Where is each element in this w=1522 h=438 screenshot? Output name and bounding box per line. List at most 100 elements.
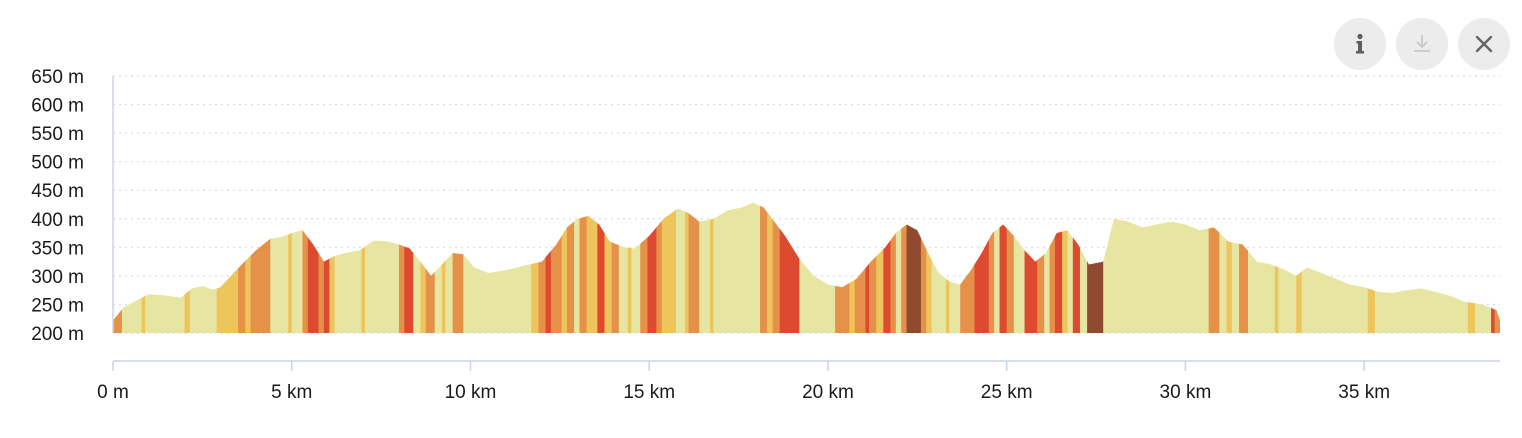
gradient-band-flat <box>1374 202 1469 333</box>
gradient-band-mild <box>245 202 252 333</box>
gradient-band-flat <box>189 202 218 333</box>
gradient-band-mild <box>441 202 446 333</box>
y-tick-label: 650 m <box>31 67 84 88</box>
gradient-band-moderate <box>1006 202 1015 333</box>
y-tick-label: 300 m <box>31 267 84 288</box>
gradient-band-moderate <box>318 202 325 333</box>
gradient-band-flat <box>270 202 289 333</box>
y-tick-label: 450 m <box>31 181 84 202</box>
gradient-band-flat <box>1103 202 1210 333</box>
gradient-band-mild <box>604 202 613 333</box>
gradient-band-flat <box>631 202 641 333</box>
gradient-band-very-steep <box>906 202 922 333</box>
gradient-band-flat <box>713 202 761 333</box>
gradient-band-steep <box>1491 202 1496 333</box>
gradient-band-steep <box>1024 202 1038 333</box>
gradient-band-flat <box>1301 202 1369 333</box>
gradient-band-flat <box>1474 202 1492 333</box>
gradient-band-moderate <box>988 202 995 333</box>
x-tick-label: 30 km <box>1160 382 1212 403</box>
download-button[interactable] <box>1396 18 1448 70</box>
gradient-band-flat <box>676 202 686 333</box>
gradient-band-mild <box>1062 202 1068 333</box>
close-button[interactable] <box>1458 18 1510 70</box>
y-axis-labels: 200 m 250 m 300 m 350 m 400 m 450 m 500 m 550 m… <box>31 67 84 345</box>
gradient-band-moderate <box>890 202 897 333</box>
gradient-band-mild <box>586 202 598 333</box>
gradient-band-steep <box>779 202 800 333</box>
gradient-band-flat <box>365 202 400 333</box>
x-tick-label: 15 km <box>623 382 675 403</box>
gradient-band-steep <box>647 202 657 333</box>
gradient-band-mild <box>1274 202 1279 333</box>
x-tick-label: 25 km <box>981 382 1033 403</box>
gradient-band-mild <box>531 202 539 333</box>
gradient-band-flat <box>1278 202 1297 333</box>
gradient-band-moderate <box>835 202 850 333</box>
gradient-band-mild <box>849 202 856 333</box>
gradient-band-steep <box>999 202 1008 333</box>
info-button[interactable] <box>1334 18 1386 70</box>
gradient-band-moderate <box>960 202 975 333</box>
gradient-band-mild <box>329 202 336 333</box>
x-tick-label: 0 m <box>97 382 129 403</box>
y-tick-label: 550 m <box>31 124 84 145</box>
gradient-band-mild <box>361 202 366 333</box>
gradient-band-moderate <box>1494 202 1500 333</box>
gradient-band-flat <box>799 202 836 333</box>
gradient-band-moderate <box>656 202 663 333</box>
gradient-band-flat <box>1231 202 1240 333</box>
gradient-band-flat <box>1067 202 1074 333</box>
y-tick-label: 350 m <box>31 238 84 259</box>
gradient-band-mild <box>684 202 689 333</box>
gradient-band-very-steep <box>1087 202 1104 333</box>
gradient-band-mild <box>288 202 293 333</box>
gradient-band-flat <box>574 202 580 333</box>
gradient-band-moderate <box>1208 202 1220 333</box>
gradient-band-flat <box>291 202 303 333</box>
gradient-band-moderate <box>640 202 648 333</box>
gradient-band-steep <box>323 202 330 333</box>
gradient-band-moderate <box>772 202 781 333</box>
gradient-band-moderate <box>611 202 620 333</box>
gradient-band-flat <box>334 202 362 333</box>
gradient-band-moderate <box>920 202 927 333</box>
gradient-band-moderate <box>854 202 866 333</box>
gradient-band-mild <box>661 202 677 333</box>
gradient-band-flat <box>121 202 142 333</box>
gradient-band-mild <box>945 202 950 333</box>
x-tick-label: 10 km <box>445 382 497 403</box>
gradient-band-flat <box>463 202 532 333</box>
gradient-band-mild <box>216 202 239 333</box>
x-tick-label: 20 km <box>802 382 854 403</box>
gradient-band-steep <box>307 202 319 333</box>
y-tick-label: 250 m <box>31 295 84 316</box>
gradient-band-flat <box>699 202 711 333</box>
gradient-band-moderate <box>452 202 464 333</box>
gradient-band-mild <box>627 202 632 333</box>
gradient-band-flat <box>618 202 629 333</box>
gradient-band-flat <box>1247 202 1276 333</box>
gradient-band-flat <box>1079 202 1088 333</box>
gradient-band-mild <box>1367 202 1376 333</box>
gradient-band-steep <box>1072 202 1081 333</box>
gradient-band-steep <box>865 202 870 333</box>
gradient-band-flat <box>445 202 454 333</box>
info-icon <box>1356 33 1364 54</box>
gradient-band-moderate <box>302 202 309 333</box>
gradient-band-flat <box>949 202 961 333</box>
gradient-band-flat <box>1044 202 1050 333</box>
gradient-band-moderate <box>688 202 700 333</box>
gradient-band-flat <box>1013 202 1025 333</box>
x-axis-labels: 0 m 5 km 10 km 15 km 20 km 25 km 30 km 35 km <box>97 382 1390 403</box>
gradient-band-moderate <box>901 202 907 333</box>
gradient-band-moderate <box>760 202 768 333</box>
gradient-band-mild <box>1296 202 1303 333</box>
gradient-band-moderate <box>1239 202 1249 333</box>
gradient-band-flat <box>434 202 443 333</box>
close-icon <box>1475 35 1493 53</box>
gradient-band-mild <box>1226 202 1233 333</box>
gradient-band-flat <box>895 202 902 333</box>
